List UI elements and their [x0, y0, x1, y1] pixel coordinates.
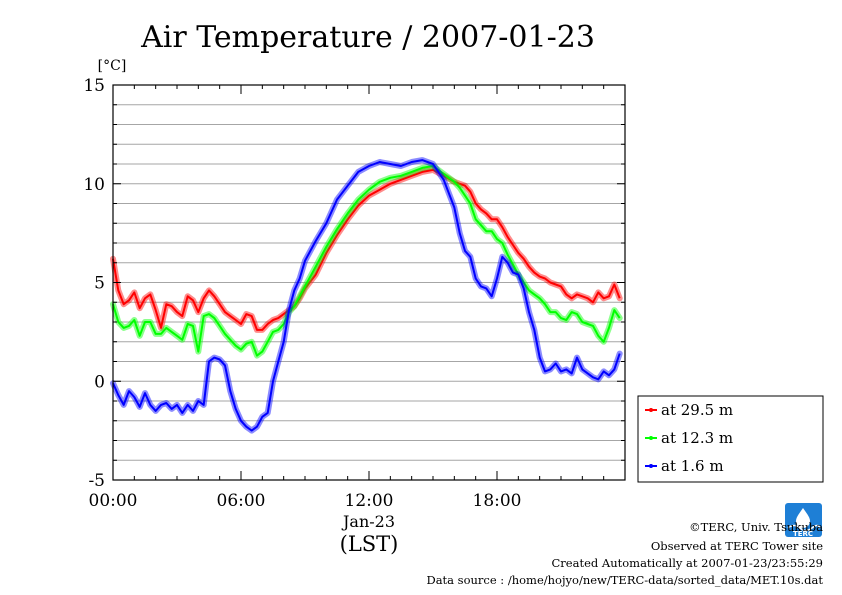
legend-marker	[649, 436, 653, 440]
x-tick-label: 18:00	[473, 491, 522, 511]
legend-label: at 29.5 m	[661, 401, 733, 419]
credit-site: Observed at TERC Tower site	[651, 539, 823, 553]
x-axis-label: (LST)	[340, 532, 399, 556]
y-axis-unit: [°C]	[98, 58, 127, 74]
x-tick-label: 06:00	[217, 491, 266, 511]
x-tick-label: 12:00	[345, 491, 394, 511]
plot-lines	[110, 157, 623, 434]
series-halo	[110, 163, 623, 359]
y-tick-label: 5	[94, 274, 105, 294]
x-tick-label: 00:00	[89, 491, 138, 511]
legend-label: at 12.3 m	[661, 429, 733, 447]
legend: at 29.5 m at 12.3 m at 1.6 m	[637, 395, 824, 483]
series-line	[112, 165, 621, 357]
series-line	[112, 159, 621, 432]
legend-marker	[649, 408, 653, 412]
series-line	[112, 168, 621, 331]
credit-copyright: ©TERC, Univ. Tsukuba	[689, 520, 823, 534]
legend-label: at 1.6 m	[661, 457, 724, 475]
chart-title: Air Temperature / 2007-01-23	[140, 20, 595, 55]
y-tick-label: -5	[88, 471, 105, 491]
legend-box	[637, 395, 824, 483]
water-drop-icon	[796, 508, 810, 528]
legend-marker	[649, 464, 653, 468]
y-tick-label: 15	[83, 76, 105, 96]
axes: -5 0 5 10 15 00:00 06:00 12:00 18:00	[83, 76, 626, 511]
y-tick-label: 10	[83, 175, 105, 195]
grid	[113, 104, 625, 461]
terc-logo: TERC	[785, 503, 822, 538]
x-axis-date-label: Jan-23	[341, 512, 395, 531]
logo-text: TERC	[793, 530, 813, 538]
wave-icon	[787, 524, 821, 532]
y-tick-label: 0	[94, 372, 105, 392]
credit-source: Data source : /home/hojyo/new/TERC-data/…	[426, 573, 823, 587]
credit-created: Created Automatically at 2007-01-23/23:5…	[552, 556, 824, 570]
